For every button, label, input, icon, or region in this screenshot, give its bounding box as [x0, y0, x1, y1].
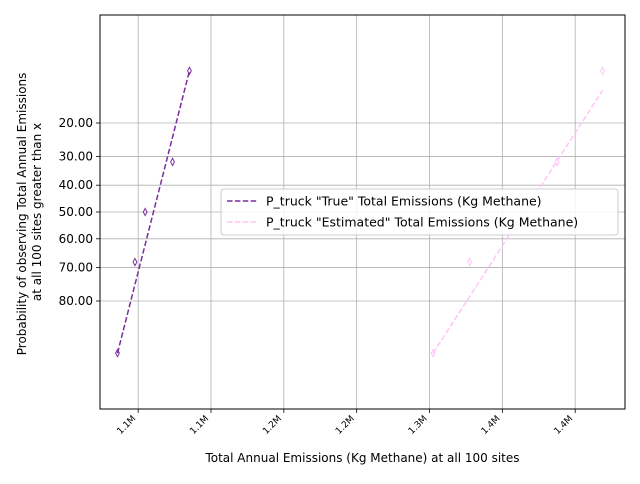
data-point	[186, 66, 192, 76]
y-tick-label: 20.00	[59, 116, 93, 130]
y-axis: 20.00 30.00 40.00 50.00 60.00 70.00 80.00	[59, 116, 100, 308]
series-2	[430, 66, 606, 358]
y-axis-label: Probability of observing Total Annual Em…	[15, 69, 44, 355]
y-tick-label: 50.00	[59, 205, 93, 219]
data-point	[430, 348, 436, 358]
y-tick-label: 60.00	[59, 232, 93, 246]
data-point	[115, 348, 120, 358]
legend-entry: P_truck "Estimated" Total Emissions (Kg …	[266, 215, 578, 230]
legend-entry: P_truck "True" Total Emissions (Kg Metha…	[266, 194, 542, 209]
y-axis-label-line-2: at all 100 sites greater than x	[30, 123, 44, 301]
data-point	[554, 157, 560, 167]
data-point	[467, 257, 473, 267]
data-point	[132, 257, 138, 267]
legend: P_truck "True" Total Emissions (Kg Metha…	[220, 188, 619, 236]
data-point	[170, 157, 176, 167]
y-axis-label-line-1: Probability of observing Total Annual Em…	[15, 73, 29, 356]
series-line	[116, 70, 191, 354]
x-axis-label: Total Annual Emissions (Kg Methane) at a…	[204, 451, 519, 465]
series-line	[432, 89, 604, 354]
data-point	[142, 207, 148, 217]
series-1	[115, 66, 192, 358]
legend-box	[220, 188, 619, 236]
y-tick-label: 30.00	[59, 150, 93, 164]
y-tick-label: 70.00	[59, 260, 93, 274]
series-layer	[115, 66, 606, 358]
y-tick-label: 40.00	[59, 178, 93, 192]
y-tick-label: 80.00	[59, 294, 93, 308]
data-point	[600, 66, 606, 76]
